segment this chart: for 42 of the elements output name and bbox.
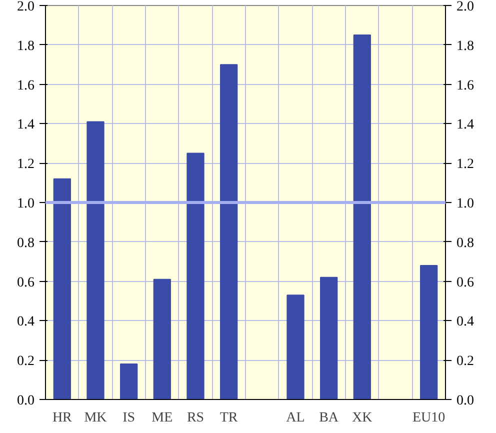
y2-tick-label: 0.0 bbox=[456, 394, 474, 408]
y-tick-label: 0.8 bbox=[17, 236, 34, 251]
y-tick-label: 1.2 bbox=[17, 157, 34, 172]
y2-tick-label: 0.2 bbox=[456, 354, 474, 370]
y2-tick-label: 2.0 bbox=[456, 0, 474, 14]
x-tick-label: TR bbox=[220, 410, 238, 426]
x-tick-label: BA bbox=[319, 410, 340, 426]
y2-tick-label: 1.0 bbox=[456, 196, 474, 212]
y-tick-label: 1.8 bbox=[17, 38, 34, 54]
x-tick-label: XK bbox=[352, 410, 372, 426]
x-tick-label: ME bbox=[152, 410, 173, 426]
y-tick-label: 1.4 bbox=[17, 118, 34, 133]
y-tick-label: 0.4 bbox=[17, 314, 34, 330]
bar bbox=[153, 278, 171, 400]
bar bbox=[86, 121, 104, 400]
y-tick-label: 1.0 bbox=[17, 196, 34, 212]
x-tick-label: MK bbox=[84, 410, 107, 426]
bar bbox=[120, 364, 138, 400]
y-tick-label: 0.6 bbox=[17, 275, 34, 290]
bar bbox=[320, 276, 338, 400]
bar bbox=[53, 178, 71, 400]
x-tick-label: HR bbox=[52, 410, 73, 426]
y-tick-label: 0.0 bbox=[17, 394, 34, 408]
bar bbox=[286, 294, 304, 400]
x-tick-label: EU10 bbox=[412, 410, 446, 426]
y-tick-label: 0.2 bbox=[17, 354, 34, 370]
bar bbox=[186, 152, 204, 400]
x-tick-label: IS bbox=[122, 410, 136, 426]
bar bbox=[353, 34, 371, 400]
bar bbox=[220, 64, 238, 400]
y2-tick-label: 1.6 bbox=[456, 78, 474, 94]
y-tick-label: 2.0 bbox=[17, 0, 34, 14]
y2-tick-label: 0.4 bbox=[456, 314, 474, 330]
x-tick-label: RS bbox=[186, 410, 204, 426]
y-tick-label: 1.6 bbox=[17, 78, 34, 94]
x-tick-label: AL bbox=[286, 410, 305, 426]
y2-tick-label: 1.8 bbox=[456, 38, 474, 54]
y2-tick-label: 1.4 bbox=[456, 118, 474, 133]
y2-tick-label: 0.8 bbox=[456, 236, 474, 251]
bar bbox=[420, 265, 438, 400]
y2-tick-label: 0.6 bbox=[456, 275, 474, 290]
y2-tick-label: 1.2 bbox=[456, 157, 474, 172]
